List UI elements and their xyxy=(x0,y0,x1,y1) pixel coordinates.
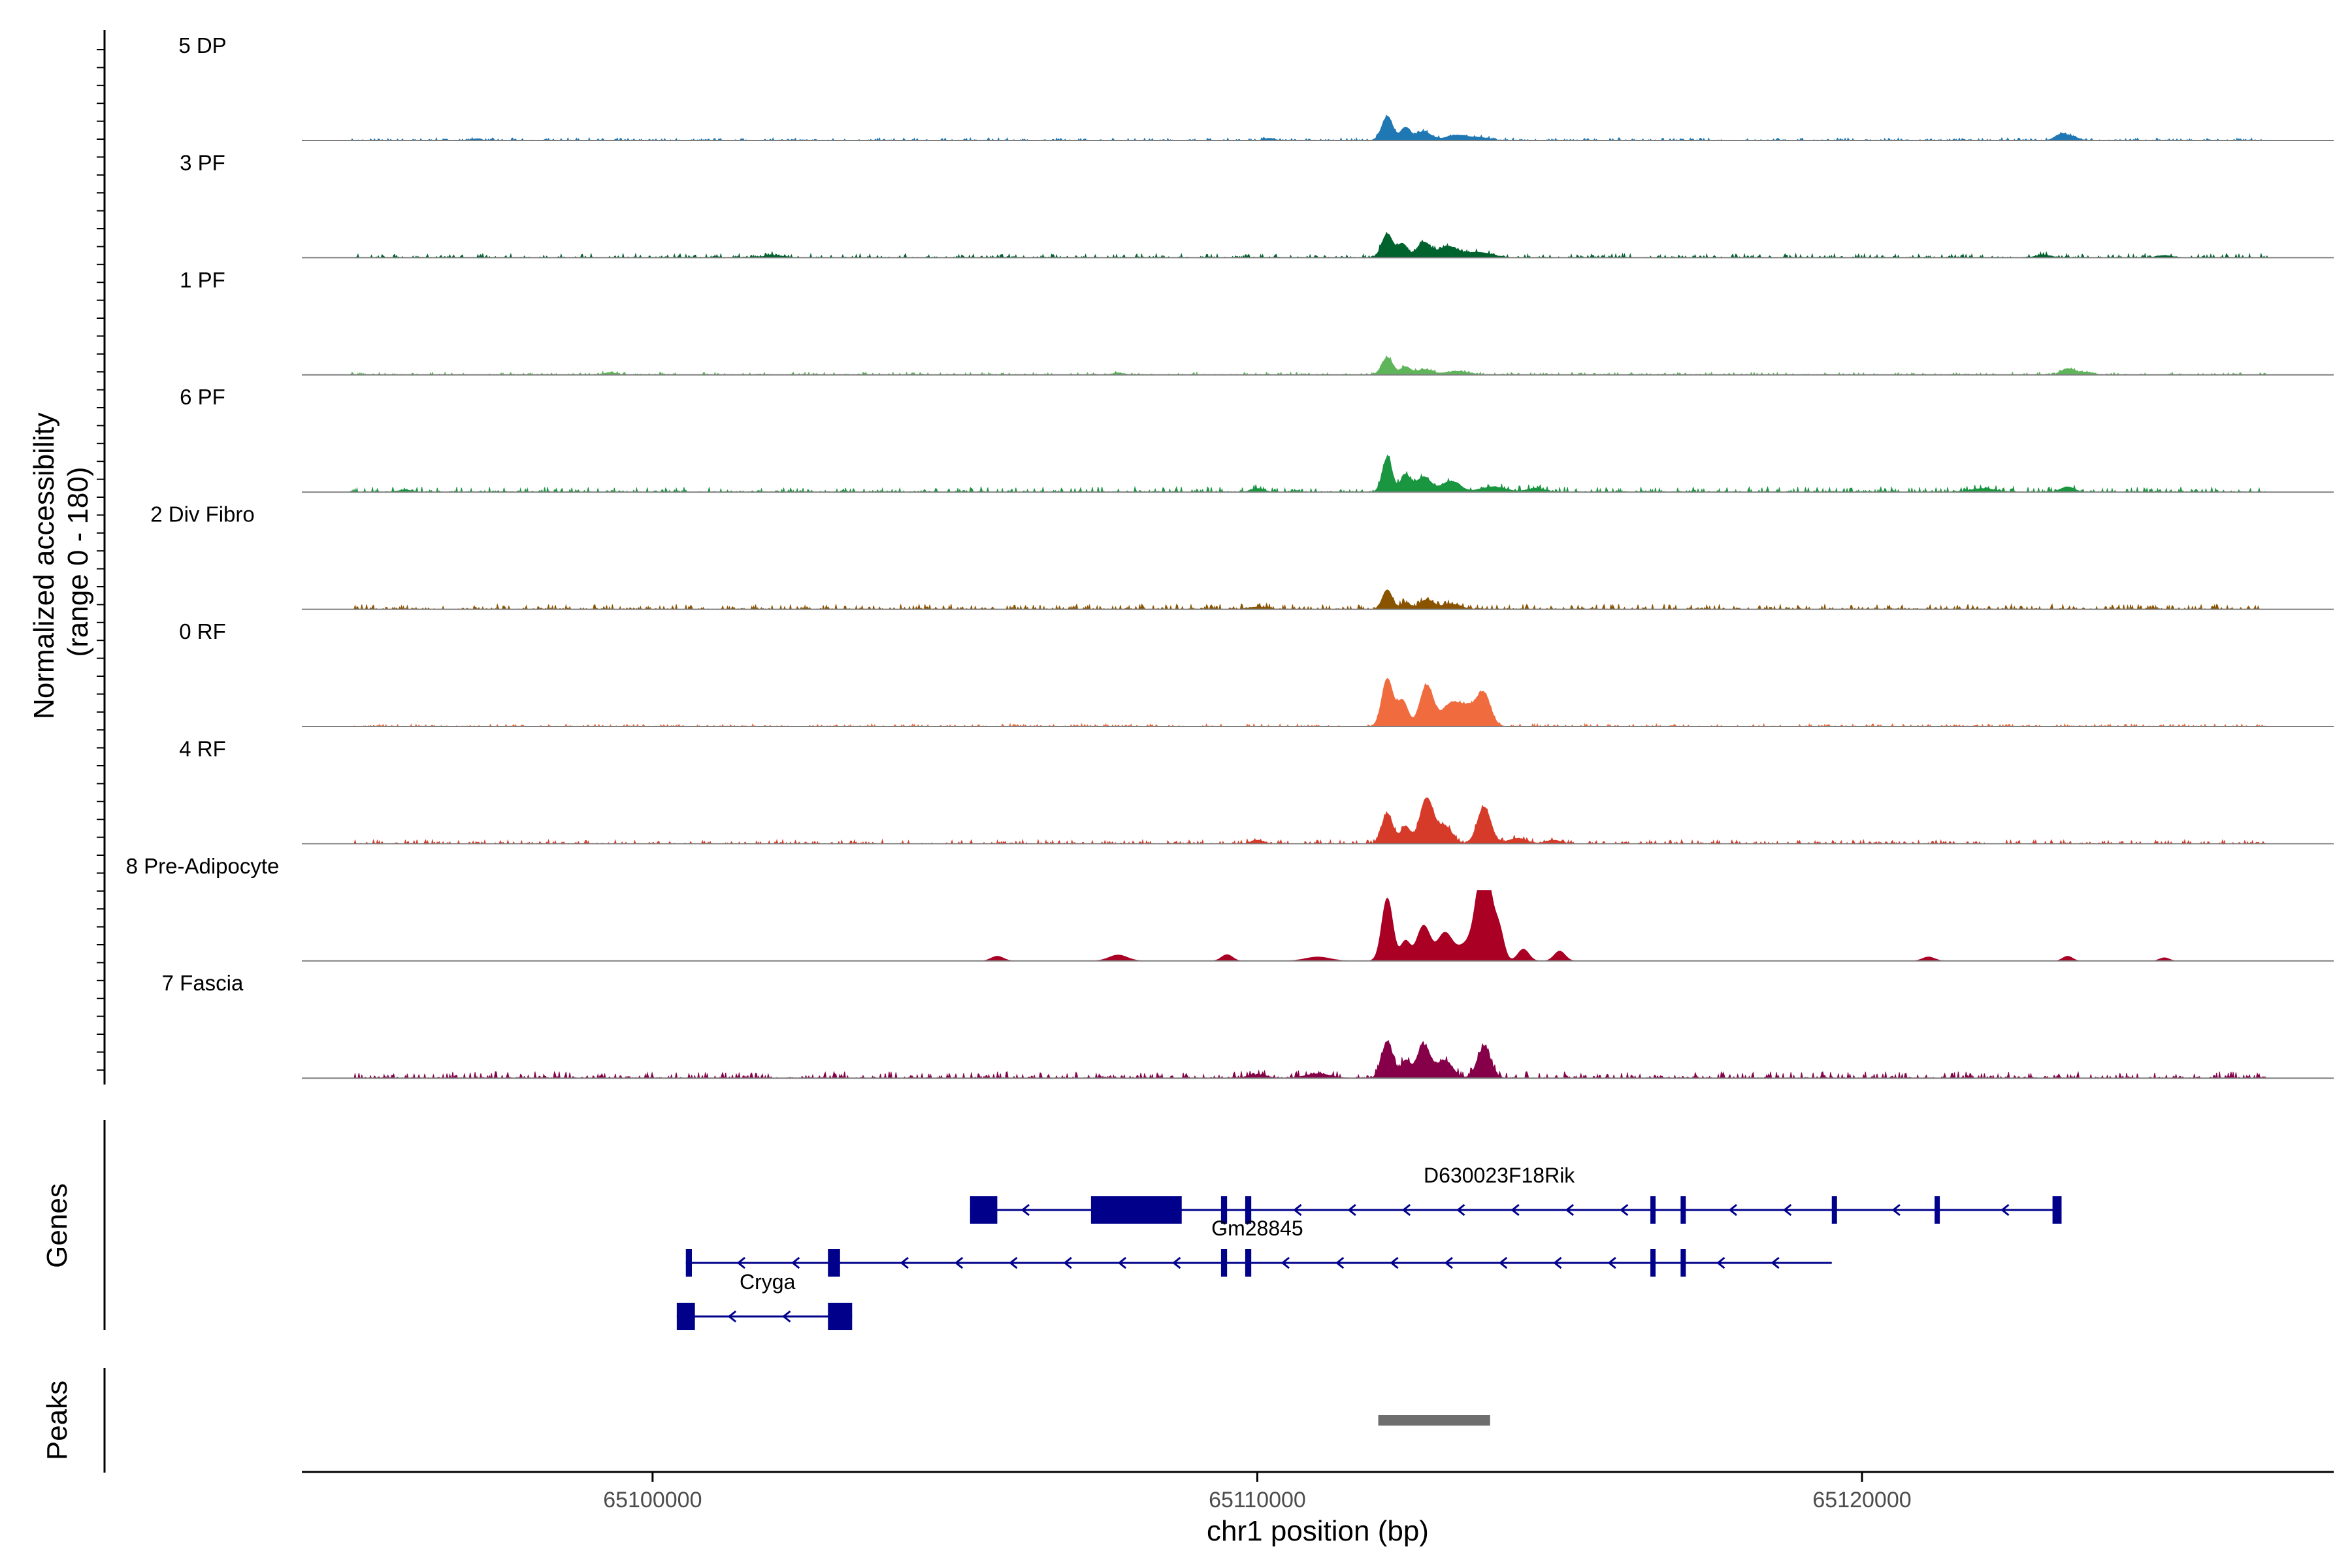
strand-arrow xyxy=(1293,1203,1302,1217)
strand-arrow xyxy=(1281,1256,1290,1269)
track-label: 3 PF xyxy=(180,150,225,174)
gene-exon xyxy=(1650,1249,1656,1277)
gene-annotations: D630023F18Rik Gm28845 Cryga xyxy=(676,1164,2062,1330)
track-3: 6 PF xyxy=(180,385,2334,494)
strand-arrow xyxy=(1891,1203,1901,1217)
strand-arrow xyxy=(727,1310,737,1323)
gene-exon xyxy=(828,1303,853,1330)
gene-exon xyxy=(1831,1196,1837,1224)
strand-arrow xyxy=(782,1310,791,1323)
gene-exon xyxy=(1680,1249,1686,1277)
strand-arrow xyxy=(1390,1256,1399,1269)
strand-arrow xyxy=(1771,1256,1780,1269)
track-2: 1 PF xyxy=(180,268,2334,376)
track-5: 0 RF xyxy=(179,619,2334,728)
gene-exon xyxy=(1090,1196,1182,1224)
gene-exon xyxy=(1220,1249,1228,1277)
gene-exon xyxy=(1650,1196,1656,1224)
track-label: 4 RF xyxy=(179,736,226,760)
strand-arrow xyxy=(1716,1256,1725,1269)
gene-label: D630023F18Rik xyxy=(1424,1164,1575,1187)
gene-exon xyxy=(685,1249,693,1277)
strand-arrow xyxy=(1456,1203,1465,1217)
track-label: 8 Pre-Adipocyte xyxy=(126,854,280,878)
x-tick-label: 65120000 xyxy=(1812,1488,1911,1512)
gene-exon xyxy=(1220,1196,1228,1224)
track-label: 5 DP xyxy=(178,33,226,57)
strand-arrow xyxy=(1347,1203,1356,1217)
y-axis-label-line1: Normalized accessibility xyxy=(28,412,60,719)
gene-exon xyxy=(1245,1249,1252,1277)
x-axis-label: chr1 position (bp) xyxy=(1207,1515,1429,1547)
genes-label: Genes xyxy=(41,1183,73,1268)
strand-arrow xyxy=(1401,1203,1411,1217)
gene-label: Cryga xyxy=(740,1270,796,1294)
strand-arrow xyxy=(1498,1256,1508,1269)
y-axis-label-line2: (range 0 - 180) xyxy=(62,466,94,657)
strand-arrow xyxy=(1444,1256,1453,1269)
gene-label: Gm28845 xyxy=(1211,1217,1303,1240)
gene-exon xyxy=(828,1249,840,1277)
strand-arrow xyxy=(900,1256,909,1269)
track-label: 0 RF xyxy=(179,619,226,644)
strand-arrow xyxy=(1620,1203,1629,1217)
track-label: 6 PF xyxy=(180,385,225,409)
track-1: 3 PF xyxy=(180,150,2334,259)
strand-arrow xyxy=(954,1256,964,1269)
strand-arrow xyxy=(791,1256,800,1269)
track-6: 4 RF xyxy=(179,736,2334,845)
strand-arrow xyxy=(2001,1203,2010,1217)
gene-exon xyxy=(1935,1196,1940,1224)
x-axis-ticks: 65100000 65110000 65120000 xyxy=(603,1472,1912,1512)
track-label: 1 PF xyxy=(180,268,225,292)
gene-exon xyxy=(1680,1196,1686,1224)
track-4: 2 Div Fibro xyxy=(150,502,2334,611)
strand-arrow xyxy=(1728,1203,1737,1217)
coverage-tracks: 5 DP 3 PF 1 PF 6 PF 2 Div Fibro 0 RF 4 RF 8 Pre… xyxy=(126,33,2334,1079)
peak-regions xyxy=(1378,1415,1490,1426)
gene-2: Cryga xyxy=(676,1270,853,1330)
peaks-label: Peaks xyxy=(41,1380,73,1460)
gene-exon xyxy=(970,1196,998,1224)
strand-arrow xyxy=(1335,1256,1345,1269)
strand-arrow xyxy=(1511,1203,1520,1217)
gene-exon xyxy=(1245,1196,1252,1224)
track-7: 8 Pre-Adipocyte xyxy=(126,854,2334,962)
track-label: 7 Fascia xyxy=(162,971,244,995)
strand-arrow xyxy=(1172,1256,1181,1269)
y-axis-label: Normalized accessibility (range 0 - 180) xyxy=(28,404,94,719)
track-label: 2 Div Fibro xyxy=(150,502,255,527)
x-tick-label: 65100000 xyxy=(603,1488,702,1512)
gene-exon xyxy=(676,1303,695,1330)
peak-region-bar xyxy=(1378,1415,1490,1426)
gene-0: D630023F18Rik xyxy=(970,1164,2062,1224)
x-tick-label: 65110000 xyxy=(1209,1488,1306,1512)
strand-arrow xyxy=(1021,1203,1030,1217)
strand-arrow xyxy=(1782,1203,1792,1217)
strand-arrow xyxy=(1553,1256,1562,1269)
gene-exon xyxy=(2052,1196,2062,1224)
gene-1: Gm28845 xyxy=(685,1217,1832,1277)
strand-arrow xyxy=(736,1256,745,1269)
strand-arrow xyxy=(1607,1256,1616,1269)
coverage-y-ticks xyxy=(97,49,105,1071)
track-8: 7 Fascia xyxy=(162,971,2334,1079)
strand-arrow xyxy=(1565,1203,1575,1217)
strand-arrow xyxy=(1117,1256,1127,1269)
track-0: 5 DP xyxy=(178,33,2334,142)
strand-arrow xyxy=(1063,1256,1072,1269)
strand-arrow xyxy=(1009,1256,1018,1269)
